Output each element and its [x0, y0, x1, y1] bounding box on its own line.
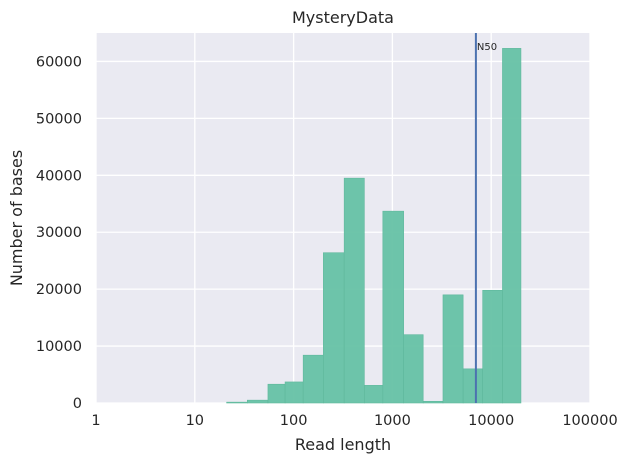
- histogram-bar: [364, 385, 384, 404]
- histogram-bar: [226, 401, 248, 404]
- histogram-bar: [247, 399, 269, 404]
- y-axis-label: Number of bases: [7, 150, 26, 286]
- x-tick-label: 1000: [374, 413, 411, 429]
- x-tick-label: 10: [186, 413, 204, 429]
- y-tick-labels: 0 10000 20000 30000 40000 50000 60000: [36, 54, 82, 412]
- histogram-bar: [442, 294, 464, 404]
- y-tick-label: 30000: [36, 225, 82, 241]
- bars-group: [226, 48, 522, 404]
- y-tick-label: 40000: [36, 168, 82, 184]
- y-tick-label: 20000: [36, 282, 82, 298]
- histogram-bar: [482, 289, 503, 404]
- y-tick-label: 60000: [36, 54, 82, 70]
- y-tick-label: 50000: [36, 111, 82, 127]
- y-tick-label: 10000: [36, 339, 82, 355]
- histogram-bar: [343, 177, 365, 404]
- chart-title: MysteryData: [292, 8, 394, 27]
- y-tick-label: 0: [73, 396, 82, 412]
- histogram-bar: [382, 210, 404, 404]
- histogram-bar: [302, 354, 324, 404]
- n50-label: N50: [477, 42, 497, 53]
- x-tick-label: 1: [91, 413, 100, 429]
- histogram-bar: [502, 48, 522, 404]
- x-tick-label: 10000: [468, 413, 514, 429]
- histogram-bar: [267, 383, 286, 404]
- histogram-bar: [462, 368, 483, 404]
- x-tick-label: 100000: [562, 413, 617, 429]
- histogram-bar: [284, 381, 304, 404]
- histogram-bar: [422, 400, 444, 404]
- histogram-bar: [323, 252, 345, 404]
- histogram-bar: [403, 334, 424, 404]
- x-axis-label: Read length: [295, 435, 391, 454]
- x-tick-label: 100: [280, 413, 308, 429]
- x-tick-labels: 1 10 100 1000 10000 100000: [91, 413, 617, 429]
- n50-line-group: N50: [474, 33, 497, 403]
